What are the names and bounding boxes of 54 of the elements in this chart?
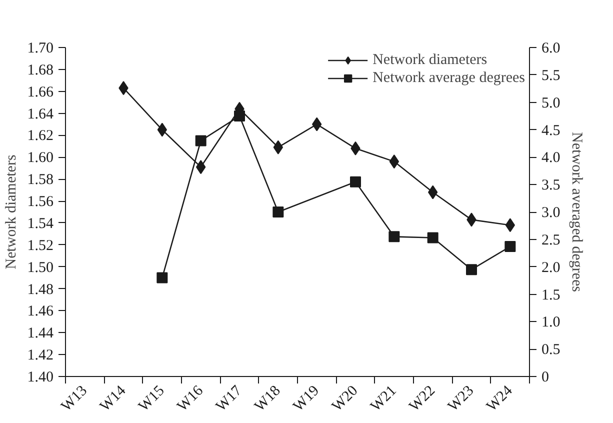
y-tick-label: 1.42: [27, 348, 54, 364]
legend-label: Network average degrees: [372, 69, 525, 87]
point: [466, 264, 477, 276]
x-tick-label: W19: [290, 382, 322, 415]
y-tick-label: 1.60: [27, 150, 54, 166]
y2-tick-label: 6.0: [542, 40, 560, 56]
x-tick-label: W15: [136, 382, 168, 415]
point: [504, 241, 516, 252]
y-tick-label: 1.58: [27, 172, 54, 188]
y2-tick-label: 5.5: [542, 68, 560, 84]
y2-tick-label: 0: [542, 370, 549, 386]
y2-tick-label: 2.5: [542, 232, 560, 248]
point: [350, 176, 361, 188]
y2-tick-label: 4.5: [542, 122, 560, 139]
y-tick-label: 1.70: [27, 40, 54, 56]
y2-tick-label: 2.0: [542, 260, 560, 276]
x-tick-label: W16: [174, 382, 207, 415]
y-axis-title: Network diameters: [3, 154, 20, 270]
y2-tick-label: 3.5: [542, 178, 560, 194]
y2-tick-label: 1.0: [542, 314, 560, 331]
y-tick-label: 1.62: [27, 128, 54, 144]
x-tick-label: W23: [445, 382, 478, 415]
point: [156, 272, 168, 284]
y-tick-label: 1.54: [27, 216, 54, 232]
y2-axis-title: Network averaged degrees: [568, 132, 584, 292]
y2-tick-label: 5.0: [542, 95, 560, 112]
y-tick-label: 1.66: [27, 84, 54, 100]
x-tick-label: W17: [213, 382, 246, 415]
y-tick-label: 1.50: [27, 260, 54, 276]
x-tick-label: W13: [58, 382, 90, 415]
x-tick-label: W14: [97, 382, 130, 415]
point: [234, 110, 245, 122]
y2-tick-label: 4.0: [542, 150, 560, 166]
y-tick-label: 1.44: [27, 326, 54, 342]
y-tick-label: 1.46: [27, 304, 54, 320]
x-tick-label: W20: [329, 382, 362, 415]
x-tick-label: W18: [252, 382, 284, 415]
y-tick-label: 1.52: [27, 238, 54, 254]
x-tick-label: W21: [368, 382, 400, 415]
point: [195, 135, 206, 146]
y-tick-label: 1.40: [27, 370, 54, 386]
y2-tick-label: 3.0: [542, 205, 560, 221]
point: [272, 206, 284, 218]
y-tick-label: 1.56: [27, 194, 54, 210]
point: [427, 232, 438, 244]
y-tick-label: 1.64: [27, 106, 54, 122]
y-tick-label: 1.48: [27, 282, 54, 298]
x-tick-label: W22: [406, 382, 438, 415]
legend-label: Network diameters: [372, 51, 488, 69]
y-tick-label: 1.68: [27, 62, 54, 78]
x-tick-label: W24: [484, 382, 516, 415]
y2-tick-label: 0.5: [542, 342, 560, 358]
y2-tick-label: 1.5: [542, 287, 560, 304]
point: [388, 231, 400, 242]
